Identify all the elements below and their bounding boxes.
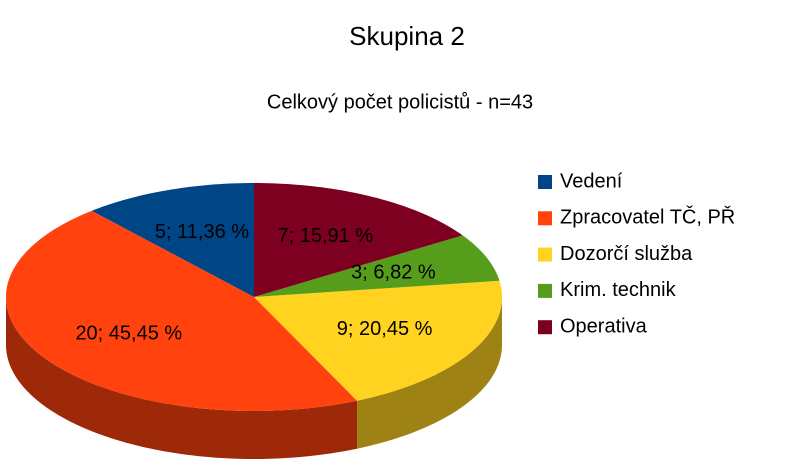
legend-swatch xyxy=(538,211,552,226)
legend-label: Dozorčí služba xyxy=(560,243,693,265)
data-label: 9; 20,45 % xyxy=(337,318,433,340)
pie-slice xyxy=(6,210,358,411)
data-label: 7; 15,91 % xyxy=(277,225,373,247)
legend-swatch xyxy=(538,247,552,262)
pie-slice xyxy=(91,183,254,297)
data-label: 5; 11,36 % xyxy=(155,221,249,243)
data-label: 20; 45,45 % xyxy=(75,322,182,344)
pie-slice xyxy=(254,280,502,401)
legend-swatch xyxy=(538,175,552,189)
pie-sides xyxy=(6,297,502,459)
legend-label: Operativa xyxy=(560,315,648,337)
legend-label: Zpracovatel TČ, PŘ xyxy=(560,206,735,229)
legend-label: Vedení xyxy=(560,170,623,192)
chart-subtitle: Celkový počet policistů - n=43 xyxy=(267,91,533,113)
legend-swatch xyxy=(538,283,552,298)
pie-slice xyxy=(254,183,463,297)
pie-side xyxy=(357,297,502,449)
pie-slice xyxy=(254,235,500,297)
legend-label: Krim. technik xyxy=(560,279,677,301)
pie-side xyxy=(6,297,358,459)
chart-title: Skupina 2 xyxy=(349,21,465,51)
data-label: 3; 6,82 % xyxy=(351,261,436,283)
legend-swatch xyxy=(538,320,552,335)
